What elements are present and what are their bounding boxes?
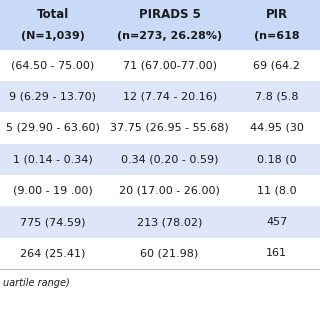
Text: (N=1,039): (N=1,039) [21,31,85,41]
Text: 9 (6.29 - 13.70): 9 (6.29 - 13.70) [9,92,96,102]
Text: 5 (29.90 - 63.60): 5 (29.90 - 63.60) [6,123,100,133]
Text: 213 (78.02): 213 (78.02) [137,217,202,227]
Bar [0,206,320,238]
Text: 0.18 (0: 0.18 (0 [257,154,297,164]
Text: 20 (17.00 - 26.00): 20 (17.00 - 26.00) [119,186,220,196]
Text: 264 (25.41): 264 (25.41) [20,248,85,259]
Text: (n=273, 26.28%): (n=273, 26.28%) [117,31,222,41]
Text: Total: Total [37,8,69,21]
Bar [106,0,234,50]
Text: 457: 457 [266,217,287,227]
Text: 44.95 (30: 44.95 (30 [250,123,304,133]
Bar [0,175,320,206]
Bar [0,50,320,81]
Bar [0,238,320,269]
Bar [0,0,106,50]
Text: 71 (67.00-77.00): 71 (67.00-77.00) [123,60,217,70]
Bar [0,81,320,112]
Text: (n=618: (n=618 [254,31,300,41]
Text: PIR: PIR [266,8,288,21]
Text: 775 (74.59): 775 (74.59) [20,217,85,227]
Bar [0,144,320,175]
Text: 161: 161 [266,248,287,259]
Text: 11 (8.0: 11 (8.0 [257,186,297,196]
Text: PIRADS 5: PIRADS 5 [139,8,201,21]
Text: 0.34 (0.20 - 0.59): 0.34 (0.20 - 0.59) [121,154,218,164]
Text: (64.50 - 75.00): (64.50 - 75.00) [11,60,94,70]
Text: 37.75 (26.95 - 55.68): 37.75 (26.95 - 55.68) [110,123,229,133]
Text: (9.00 - 19 .00): (9.00 - 19 .00) [13,186,93,196]
Bar [0,112,320,144]
Text: 69 (64.2: 69 (64.2 [253,60,300,70]
Bar [234,0,320,50]
Text: 1 (0.14 - 0.34): 1 (0.14 - 0.34) [13,154,93,164]
Text: 60 (21.98): 60 (21.98) [140,248,199,259]
Text: 12 (7.74 - 20.16): 12 (7.74 - 20.16) [123,92,217,102]
Text: uartile range): uartile range) [3,278,70,288]
Text: 7.8 (5.8: 7.8 (5.8 [255,92,299,102]
